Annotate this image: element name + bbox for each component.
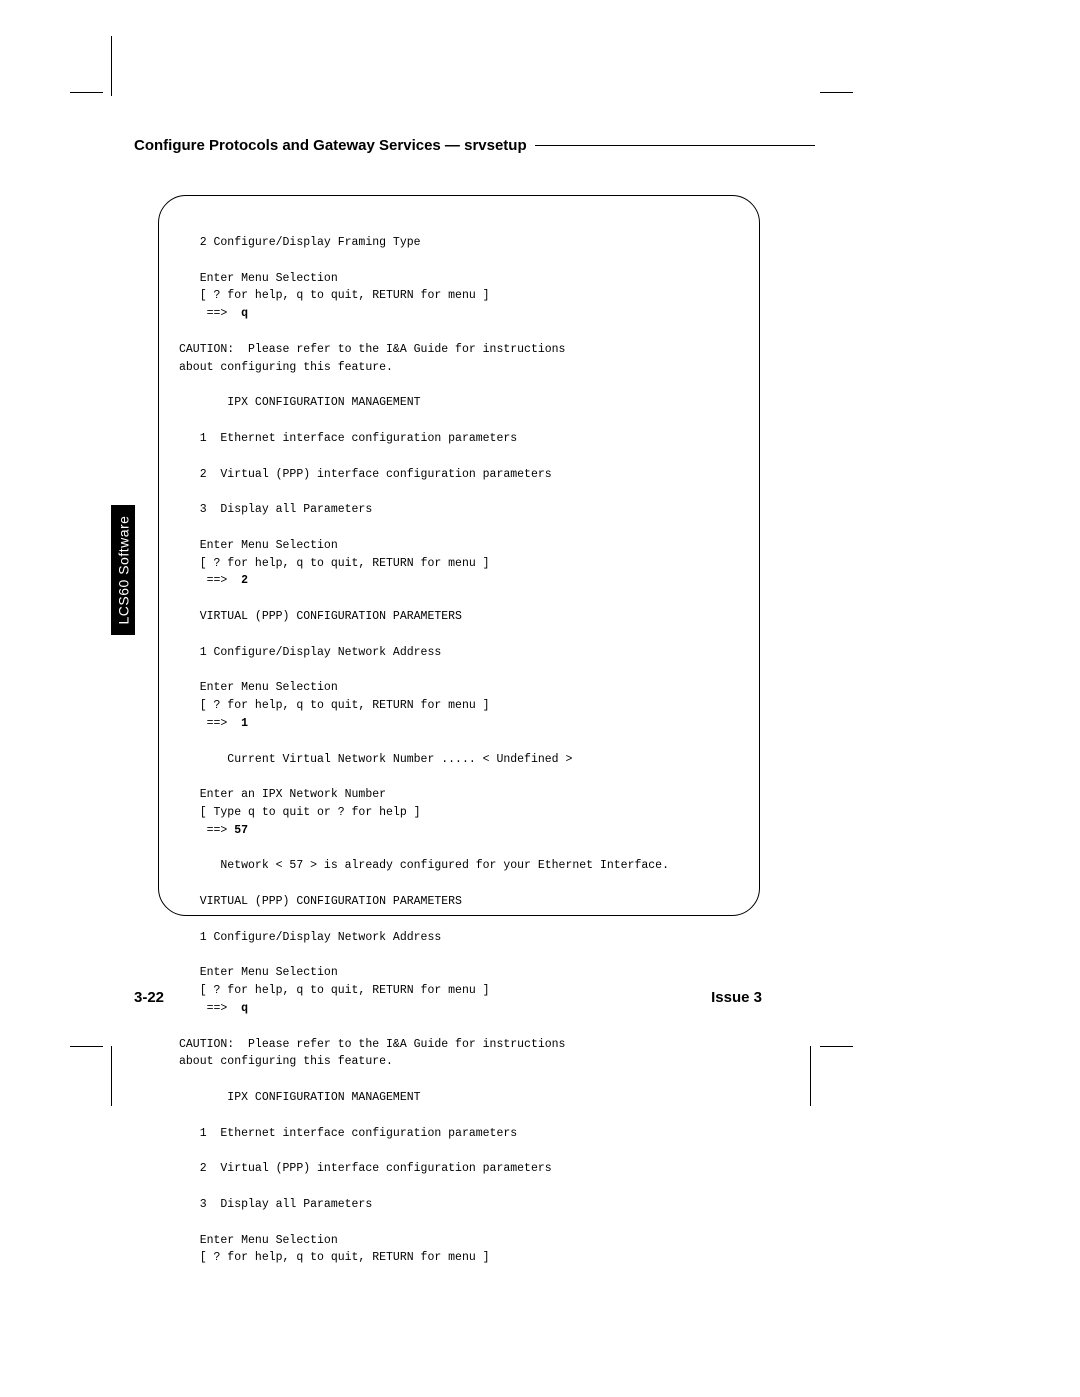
page-footer: 3-22 Issue 3 <box>134 989 762 1006</box>
crop-mark <box>820 92 853 93</box>
term-line: 1 Configure/Display Network Address <box>179 646 441 659</box>
term-line: Network < 57 > is already configured for… <box>179 859 669 872</box>
term-line: IPX CONFIGURATION MANAGEMENT <box>179 396 421 409</box>
terminal-content: 2 Configure/Display Framing Type Enter M… <box>179 234 739 1267</box>
term-line: Enter an IPX Network Number <box>179 788 386 801</box>
header-rule <box>535 145 815 146</box>
term-prompt: ==> <box>179 824 234 837</box>
crop-mark <box>810 1046 811 1106</box>
term-line: about configuring this feature. <box>179 1055 393 1068</box>
term-line: IPX CONFIGURATION MANAGEMENT <box>179 1091 421 1104</box>
term-input: 1 <box>241 717 248 730</box>
page-number: 3-22 <box>134 989 164 1006</box>
term-line: [ ? for help, q to quit, RETURN for menu… <box>179 699 490 712</box>
term-input: q <box>241 307 248 320</box>
term-line: 3 Display all Parameters <box>179 1198 372 1211</box>
term-line: 1 Ethernet interface configuration param… <box>179 432 517 445</box>
term-line: about configuring this feature. <box>179 361 393 374</box>
crop-mark <box>820 1046 853 1047</box>
term-line: [ Type q to quit or ? for help ] <box>179 806 421 819</box>
term-line: [ ? for help, q to quit, RETURN for menu… <box>179 1251 490 1264</box>
page-header: Configure Protocols and Gateway Services… <box>134 137 820 154</box>
crop-mark <box>111 36 112 96</box>
term-line: 2 Virtual (PPP) interface configuration … <box>179 1162 552 1175</box>
term-prompt: ==> <box>179 574 241 587</box>
term-line: 1 Configure/Display Network Address <box>179 931 441 944</box>
term-line: Enter Menu Selection <box>179 966 338 979</box>
term-line: Enter Menu Selection <box>179 272 338 285</box>
term-line: [ ? for help, q to quit, RETURN for menu… <box>179 289 490 302</box>
term-line: Enter Menu Selection <box>179 681 338 694</box>
crop-mark <box>70 1046 103 1047</box>
term-line: 3 Display all Parameters <box>179 503 372 516</box>
term-prompt: ==> <box>179 717 241 730</box>
side-tab-label: LCS60 Software <box>115 516 131 625</box>
term-line: Current Virtual Network Number ..... < U… <box>179 753 572 766</box>
terminal-box: 2 Configure/Display Framing Type Enter M… <box>158 195 760 916</box>
term-line: [ ? for help, q to quit, RETURN for menu… <box>179 557 490 570</box>
issue-number: Issue 3 <box>711 989 762 1006</box>
term-line: Enter Menu Selection <box>179 1234 338 1247</box>
header-title: Configure Protocols and Gateway Services… <box>134 137 527 154</box>
term-line: 2 Configure/Display Framing Type <box>179 236 421 249</box>
term-line: 1 Ethernet interface configuration param… <box>179 1127 517 1140</box>
term-line: 2 Virtual (PPP) interface configuration … <box>179 468 552 481</box>
term-line: Enter Menu Selection <box>179 539 338 552</box>
side-tab: LCS60 Software <box>111 505 135 635</box>
term-input: 2 <box>241 574 248 587</box>
crop-mark <box>70 92 103 93</box>
term-prompt: ==> <box>179 307 241 320</box>
term-line: CAUTION: Please refer to the I&A Guide f… <box>179 1038 565 1051</box>
term-input: 57 <box>234 824 248 837</box>
term-line: VIRTUAL (PPP) CONFIGURATION PARAMETERS <box>179 895 462 908</box>
crop-mark <box>111 1046 112 1106</box>
term-line: CAUTION: Please refer to the I&A Guide f… <box>179 343 565 356</box>
term-line: VIRTUAL (PPP) CONFIGURATION PARAMETERS <box>179 610 462 623</box>
